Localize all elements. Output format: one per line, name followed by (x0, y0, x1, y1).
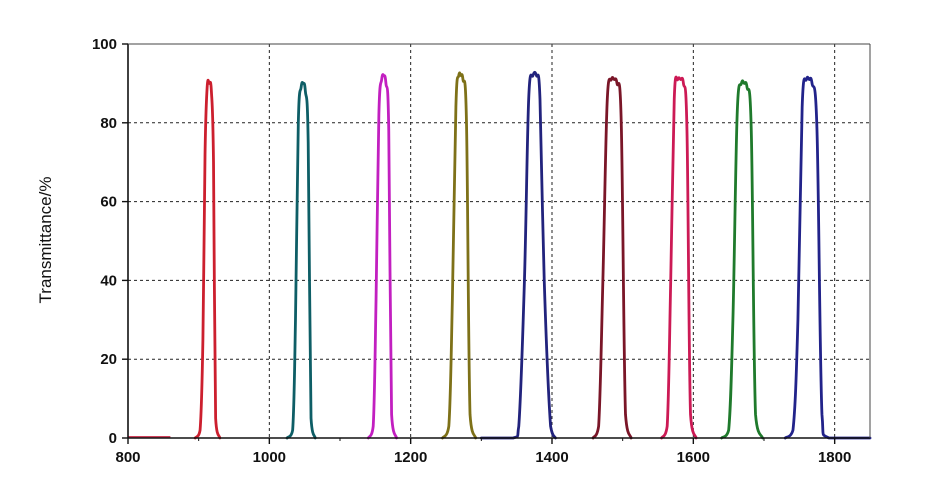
y-tick-label: 60 (100, 194, 117, 211)
series-line-9 (783, 75, 872, 440)
series-lines (128, 70, 872, 440)
y-axis-title: Transmittance/% (36, 177, 55, 304)
series-line-8 (720, 79, 764, 440)
grid-lines (128, 43, 870, 438)
series-line-2 (285, 81, 317, 440)
axes (122, 43, 871, 444)
x-tick-label: 800 (115, 449, 140, 466)
series-line-5 (479, 70, 557, 440)
series-line-1 (193, 78, 222, 440)
series-line-4 (441, 71, 478, 440)
x-tick-label: 1000 (253, 449, 286, 466)
x-tick-label: 1800 (818, 449, 851, 466)
y-tick-label: 40 (100, 272, 117, 289)
y-tick-label: 0 (109, 430, 117, 447)
y-tick-label: 100 (92, 36, 117, 53)
series-line-3 (366, 73, 398, 440)
y-tick-label: 20 (100, 351, 117, 368)
x-tick-label: 1400 (535, 449, 568, 466)
series-line-6 (591, 76, 633, 440)
series-line-7 (660, 75, 698, 440)
tick-labels: 800 1000 1200 1400 1600 1800 0 20 40 60 80 100 (92, 36, 851, 466)
x-tick-label: 1200 (394, 449, 427, 466)
y-tick-label: 80 (100, 115, 117, 132)
x-tick-label: 1600 (677, 449, 710, 466)
